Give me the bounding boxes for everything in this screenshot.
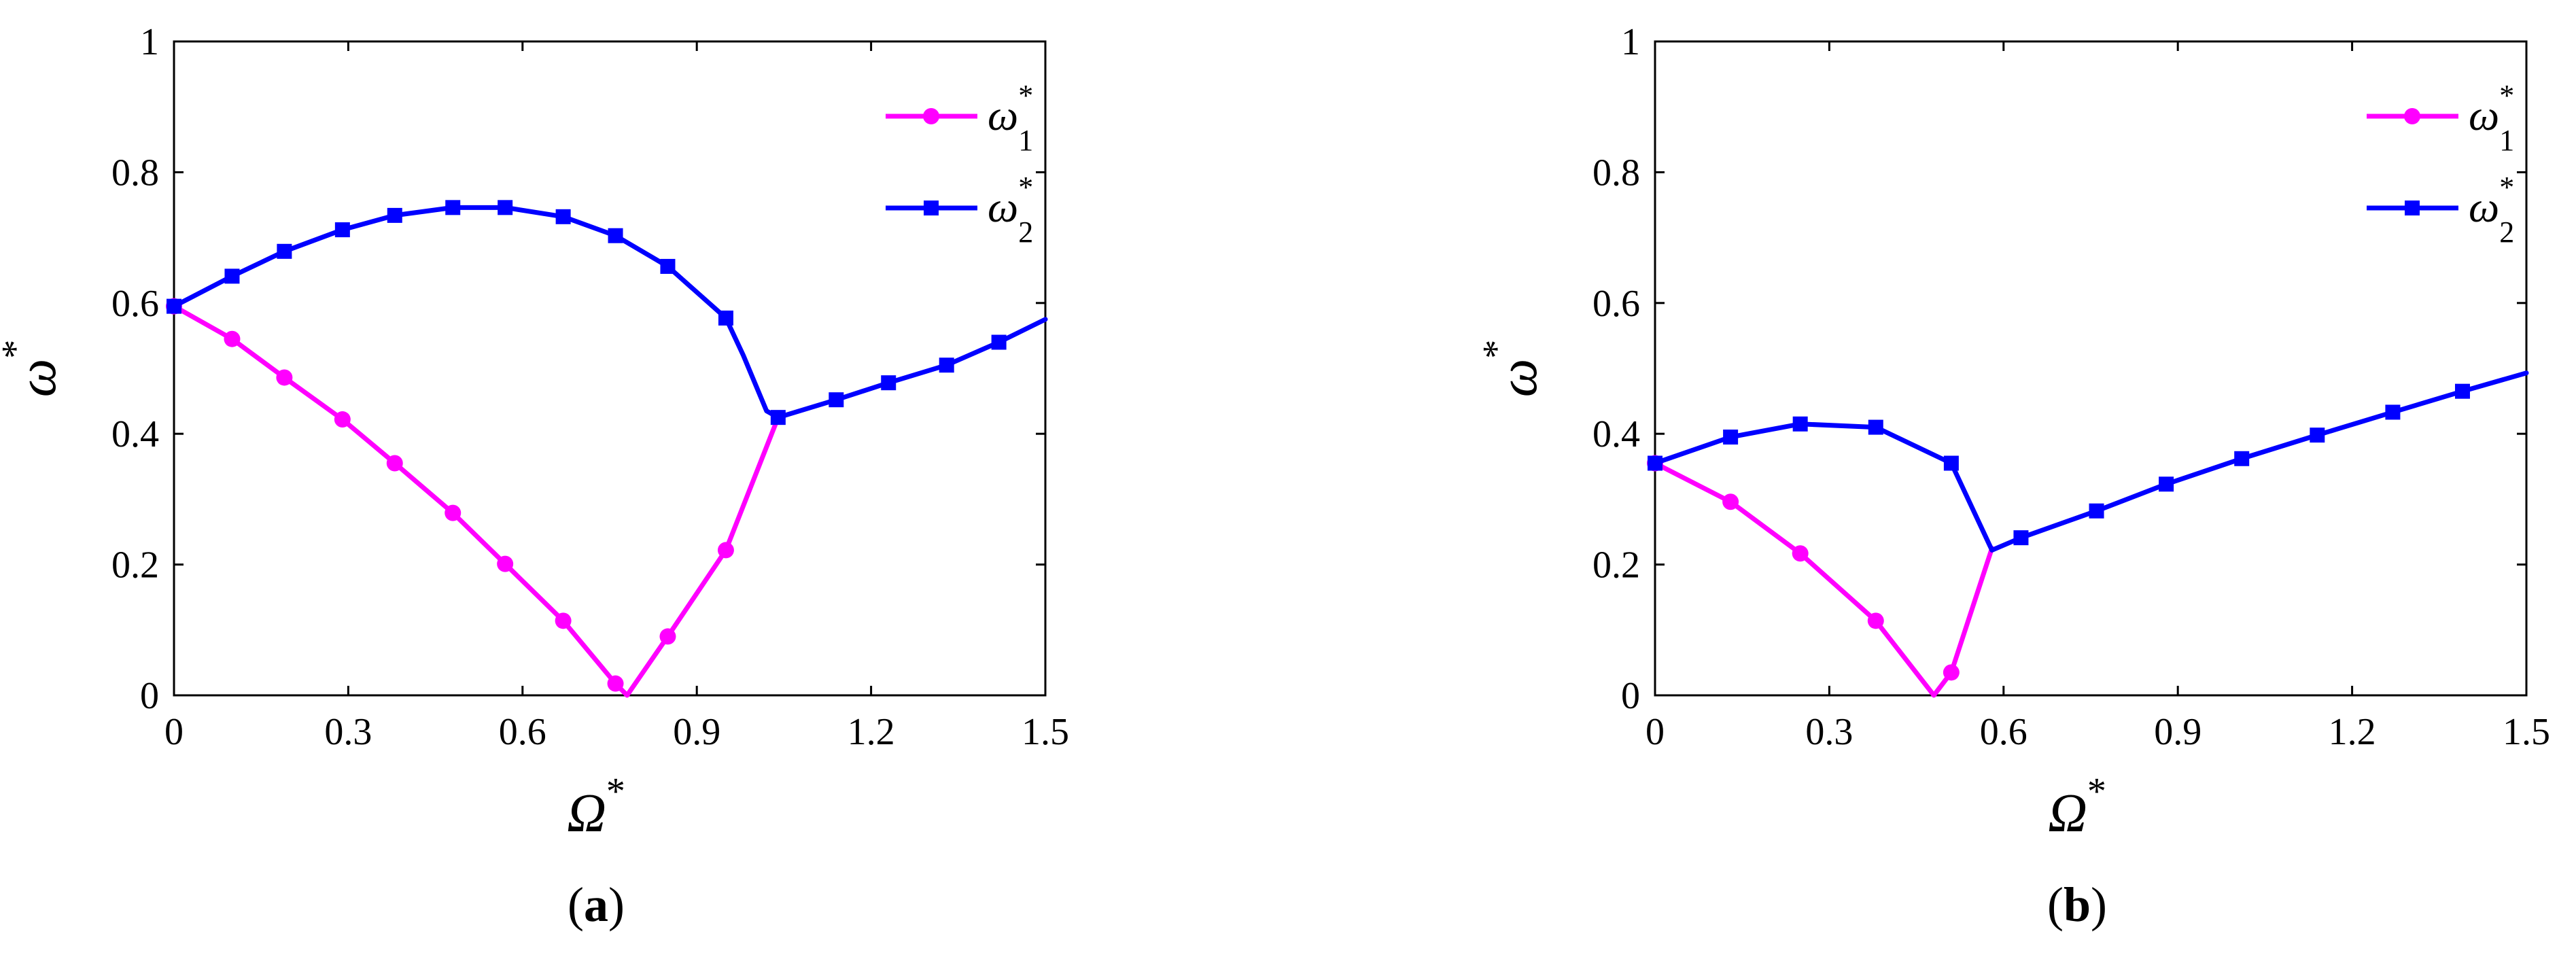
legend-marker-1 [923, 108, 939, 124]
data-point-2 [445, 200, 461, 215]
data-point-2 [660, 258, 676, 274]
series-line-1 [1652, 460, 1995, 698]
x-tick-label: 0.6 [499, 711, 546, 753]
legend-label-2: ω* 2 [2469, 171, 2514, 249]
x-axis-label: Ω* [567, 771, 625, 843]
legend-marker-2 [924, 201, 939, 215]
y-tick-label: 0.8 [111, 152, 159, 194]
data-point-1 [445, 504, 462, 521]
data-point-2 [387, 207, 402, 223]
legend-marker-1 [2404, 108, 2420, 124]
legend-marker-2 [2405, 201, 2420, 215]
axes-box [1654, 40, 2528, 697]
data-point-1 [1722, 493, 1739, 510]
data-point-2 [2159, 476, 2174, 492]
data-point-2 [2385, 404, 2401, 420]
data-point-2 [608, 228, 623, 243]
series-line-1 [171, 304, 781, 698]
x-tick-label: 0 [164, 711, 184, 753]
data-point-2 [1792, 416, 1808, 432]
data-point-1 [607, 675, 624, 692]
x-tick-label: 0 [1646, 711, 1665, 753]
y-tick-label: 0.8 [1592, 152, 1640, 194]
y-tick-label: 0.2 [1592, 544, 1640, 587]
x-tick-label: 0.3 [324, 711, 372, 753]
data-point-2 [277, 243, 292, 259]
y-tick-label: 0 [140, 675, 159, 717]
y-tick-label: 0.2 [111, 544, 159, 587]
y-tick-label: 0 [1621, 675, 1640, 717]
y-tick-label: 1 [140, 21, 159, 63]
data-point-2 [2234, 451, 2250, 466]
data-point-2 [555, 209, 571, 224]
data-point-2 [1943, 455, 1959, 471]
data-point-1 [555, 612, 572, 629]
y-axis-label: ω* [1476, 340, 1548, 397]
x-tick-label: 0.9 [673, 711, 720, 753]
legend-label-2: ω* 2 [988, 171, 1033, 249]
y-tick-label: 0.6 [111, 283, 159, 325]
data-point-2 [881, 375, 897, 391]
data-point-2 [829, 392, 844, 408]
data-point-2 [2310, 428, 2325, 443]
data-point-1 [1792, 545, 1809, 562]
data-point-1 [386, 455, 403, 472]
axes-box [173, 40, 1047, 697]
x-tick-label: 0.6 [1980, 711, 2027, 753]
y-tick-label: 1 [1621, 21, 1640, 63]
data-point-2 [334, 222, 350, 238]
data-point-2 [1868, 419, 1883, 435]
data-point-1 [276, 369, 293, 386]
data-point-2 [939, 358, 954, 373]
data-point-1 [659, 628, 676, 645]
x-tick-label: 1.2 [848, 711, 895, 753]
data-point-2 [498, 200, 513, 215]
x-tick-label: 0.9 [2154, 711, 2201, 753]
panel-label: (b) [2047, 877, 2107, 932]
data-point-2 [167, 298, 181, 314]
panel-a: 0 0.3 0.6 0.9 1.2 1.5 0 0.2 0.4 0.6 0.8 1 Ω* ω* ω*1 ω*2… [0, 21, 1069, 932]
series-line-2 [1652, 370, 2529, 553]
data-point-2 [224, 268, 240, 284]
x-tick-label: 1.2 [2329, 711, 2376, 753]
data-point-2 [2454, 383, 2470, 399]
x-tick-label: 1.5 [1022, 711, 1069, 753]
data-point-1 [1943, 664, 1960, 681]
data-point-2 [718, 310, 733, 326]
x-tick-label: 0.3 [1805, 711, 1853, 753]
data-point-1 [1867, 612, 1884, 629]
panel-b: 0 0.3 0.6 0.9 1.2 1.5 0 0.2 0.4 0.6 0.8 1 Ω* ω* ω* 1 ω* 2… [1476, 21, 2550, 932]
data-point-2 [770, 410, 786, 425]
data-point-2 [1723, 430, 1739, 445]
y-tick-label: 0.4 [111, 413, 159, 455]
panel-label: (a) [568, 877, 625, 932]
y-axis-label: ω* [0, 340, 67, 397]
legend-label-1: ω* 1 [2469, 79, 2514, 157]
x-tick-label: 1.5 [2503, 711, 2550, 753]
data-point-2 [2013, 530, 2029, 546]
y-tick-label: 0.6 [1592, 283, 1640, 325]
y-tick-label: 0.4 [1592, 413, 1640, 455]
data-point-1 [497, 555, 514, 572]
data-point-2 [991, 334, 1007, 350]
data-point-2 [1648, 455, 1663, 471]
data-point-1 [334, 411, 351, 428]
data-point-2 [2089, 503, 2104, 519]
legend-label-1: ω* 1 [988, 79, 1033, 157]
x-axis-label: Ω* [2048, 771, 2106, 843]
data-point-1 [717, 542, 734, 559]
data-point-1 [224, 330, 241, 347]
